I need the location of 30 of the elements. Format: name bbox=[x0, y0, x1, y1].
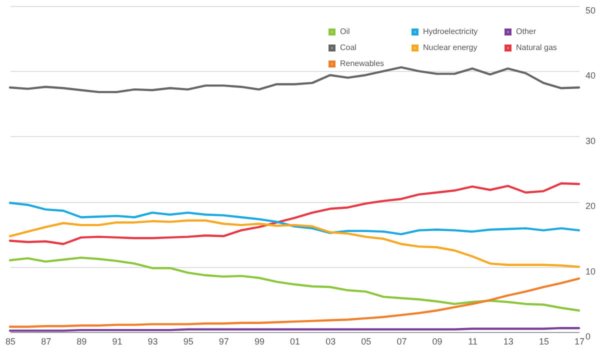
legend-label: Renewables bbox=[340, 59, 384, 68]
legend-label: Nuclear energy bbox=[423, 43, 478, 52]
x-tick-label: 05 bbox=[361, 336, 372, 346]
x-tick-label: 07 bbox=[396, 336, 407, 346]
x-tick-label: 17 bbox=[574, 336, 585, 346]
x-tick-label: 11 bbox=[468, 336, 478, 346]
x-tick-label: 13 bbox=[503, 336, 514, 346]
x-tick-label: 01 bbox=[290, 336, 300, 346]
y-tick-label: 40 bbox=[586, 70, 596, 81]
x-tick-label: 87 bbox=[41, 336, 52, 346]
y-tick-label: 20 bbox=[586, 201, 596, 212]
y-tick-label: 10 bbox=[586, 266, 596, 276]
x-tick-label: 95 bbox=[183, 336, 194, 346]
y-tick-label: 30 bbox=[586, 136, 596, 146]
x-tick-label: 91 bbox=[112, 336, 122, 346]
legend-label: Hydroelectricity bbox=[423, 27, 478, 36]
legend-label: Other bbox=[516, 27, 536, 36]
x-tick-label: 97 bbox=[218, 336, 229, 346]
legend-label: Coal bbox=[340, 43, 357, 52]
x-tick-label: 15 bbox=[538, 336, 549, 346]
x-tick-label: 09 bbox=[432, 336, 442, 346]
x-tick-label: 93 bbox=[148, 336, 158, 346]
x-tick-label: 89 bbox=[76, 336, 87, 346]
y-tick-label: 0 bbox=[586, 332, 591, 342]
x-tick-label: 03 bbox=[326, 336, 336, 346]
legend-label: Natural gas bbox=[516, 43, 557, 52]
legend-label: Oil bbox=[340, 27, 350, 36]
y-tick-label: 50 bbox=[586, 6, 596, 16]
x-tick-label: 99 bbox=[254, 336, 264, 346]
x-tick-label: 85 bbox=[5, 336, 16, 346]
